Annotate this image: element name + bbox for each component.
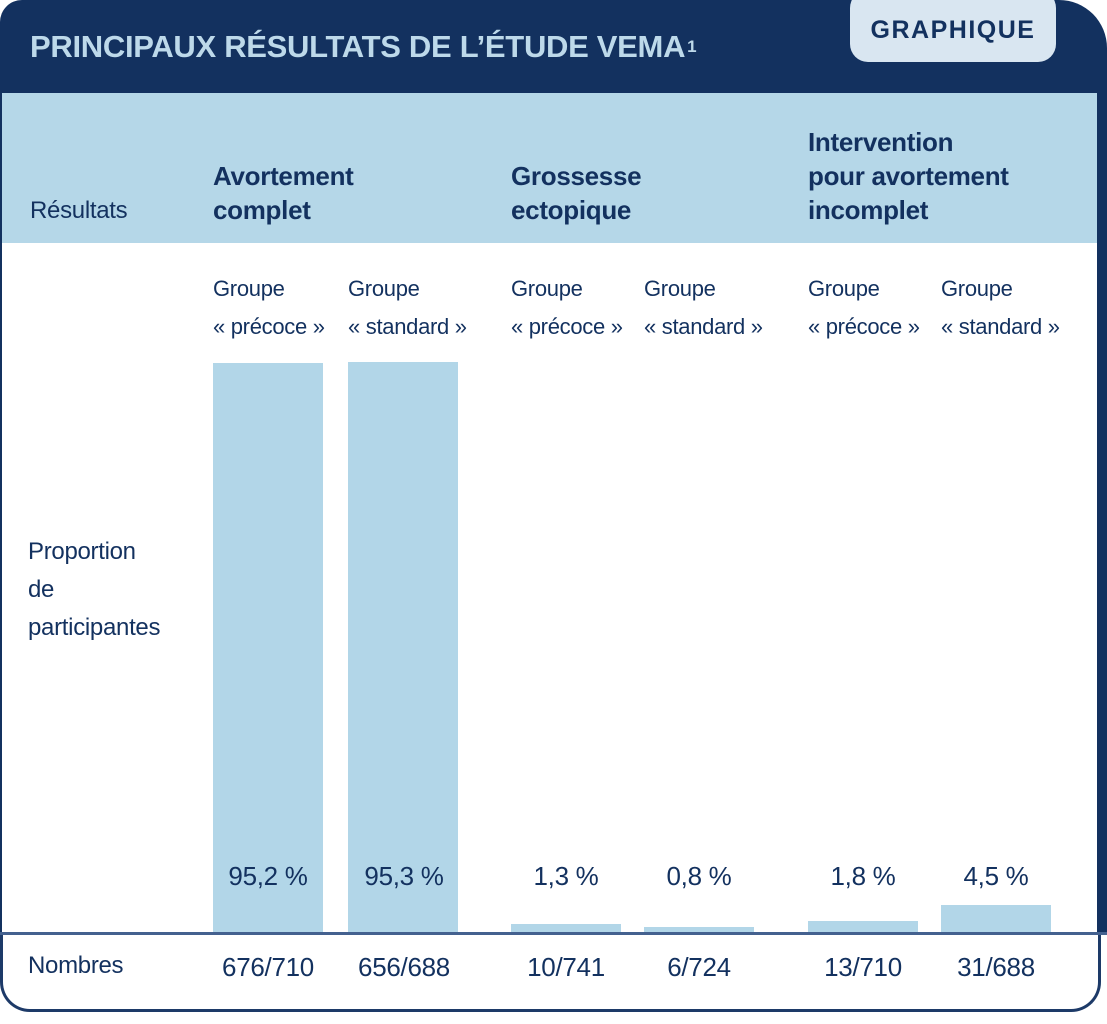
value-label-6: 4,5 % [963,861,1029,891]
card-left-border [0,93,2,935]
count-2: 656/688 [358,952,450,982]
value-label-3: 1,3 % [533,861,599,891]
page-title-text: PRINCIPAUX RÉSULTATS DE L’ÉTUDE VEMA [30,28,686,64]
group-header-grossesse-ectopique: Grossesse ectopique [511,161,642,225]
bar-avortement-complet-standard [348,362,458,932]
group-header-intervention-incomplet: Intervention pour avortement incomplet [808,127,1009,225]
count-3: 10/741 [527,952,605,982]
chart-baseline [0,932,1107,935]
bar-grossesse-ectopique-standard [644,927,754,932]
column-sub-header-precoce-2: Groupe « précoce » [511,276,623,339]
column-sub-header-precoce-3: Groupe « précoce » [808,276,920,339]
column-sub-header-standard-1: Groupe « standard » [348,276,467,339]
count-5: 13/710 [824,952,902,982]
column-sub-header-precoce-1: Groupe « précoce » [213,276,325,339]
bar-avortement-complet-precoce [213,363,323,932]
page-title: PRINCIPAUX RÉSULTATS DE L’ÉTUDE VEMA 1 [30,28,697,64]
graphique-badge: GRAPHIQUE [850,0,1056,62]
column-sub-header-standard-3: Groupe « standard » [941,276,1060,339]
value-label-1: 95,2 % [228,861,308,891]
value-label-2: 95,3 % [364,861,444,891]
bar-grossesse-ectopique-precoce [511,924,621,932]
y-axis-label: Proportion de participantes [28,538,161,641]
numbers-row-label: Nombres [28,952,124,979]
results-header-row: Résultats Avortement complet Grossesse e… [2,93,1097,243]
card-right-border [1097,93,1107,935]
value-label-5: 1,8 % [830,861,896,891]
column-sub-header-standard-2: Groupe « standard » [644,276,763,339]
bar-intervention-precoce [808,921,918,932]
value-label-4: 0,8 % [666,861,732,891]
group-header-avortement-complet: Avortement complet [213,161,354,225]
numbers-row [0,935,1101,1012]
count-4: 6/724 [667,952,731,982]
bar-intervention-standard [941,905,1051,932]
results-row-label: Résultats [30,197,128,224]
count-6: 31/688 [957,952,1035,982]
count-1: 676/710 [222,952,314,982]
